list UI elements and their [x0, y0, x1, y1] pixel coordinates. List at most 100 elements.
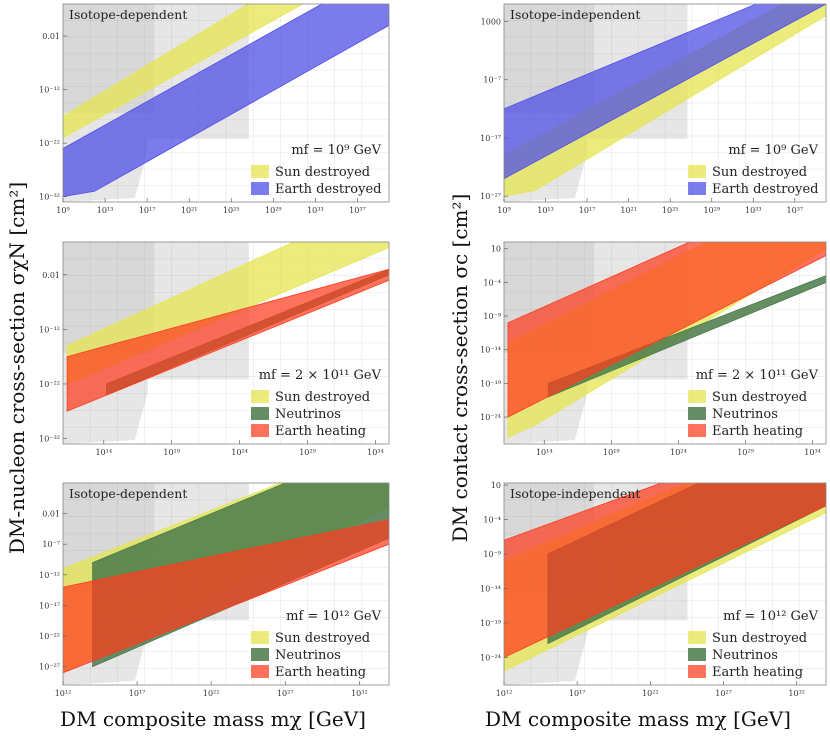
band-earth-destroyed	[63, 4, 389, 198]
x-axis-label-right: DM composite mass mχ [GeV]	[485, 707, 791, 731]
legend-swatch	[251, 165, 269, 178]
x-tick-label: 10²⁹	[265, 206, 282, 215]
legend-swatch	[688, 182, 706, 195]
y-tick-label: 10⁻²⁷	[480, 192, 501, 201]
plot-frame	[62, 3, 390, 203]
legend-entry: Sun destroyed	[712, 165, 807, 180]
legend-swatch	[251, 424, 269, 437]
legend-swatch	[688, 390, 706, 403]
x-tick-label: 10¹²	[55, 689, 72, 698]
x-tick-label: 10⁹	[497, 206, 511, 215]
y-axis-label-right: DM contact cross-section σc [cm²]	[448, 194, 472, 543]
x-tick-label: 10¹⁹	[603, 448, 620, 457]
y-tick-label: 10⁻¹⁷	[480, 134, 501, 143]
y-tick-label: 0.01	[42, 271, 60, 280]
x-tick-label: 10²²	[203, 689, 220, 698]
legend-swatch	[688, 648, 706, 661]
y-tick-label: 10⁻¹²	[39, 325, 60, 334]
x-tick-label: 10¹³	[97, 206, 114, 215]
x-tick-label: 10³²	[351, 689, 368, 698]
y-tick-label: 10⁻¹⁴	[480, 584, 501, 593]
band-sun-destroyed	[63, 4, 304, 139]
y-tick-label: 0.01	[42, 32, 60, 41]
y-tick-label: 10⁻²⁴	[480, 653, 501, 662]
x-tick-label: 10³³	[307, 206, 324, 215]
panel-title: Isotope-dependent	[69, 7, 187, 22]
legend-swatch	[251, 648, 269, 661]
legend-swatch	[688, 631, 706, 644]
plot-frame	[62, 482, 390, 686]
legend-entry: Neutrinos	[275, 407, 341, 422]
legend-entry: Sun destroyed	[712, 631, 807, 646]
x-tick-label: 10²⁴	[231, 448, 248, 457]
y-axis-label-left: DM-nucleon cross-section σχN [cm²]	[5, 182, 29, 554]
mf-label: mf = 10¹² GeV	[723, 609, 818, 624]
x-tick-label: 10¹⁷	[569, 689, 586, 698]
band-earth-heating	[504, 483, 826, 658]
y-tick-label: 10⁻⁴	[483, 516, 501, 525]
legend-entry: Earth heating	[712, 424, 803, 439]
x-tick-label: 10³³	[745, 206, 762, 215]
x-tick-label: 10¹⁴	[536, 448, 553, 457]
legend-swatch	[688, 407, 706, 420]
mf-label: mf = 2 × 10¹¹ GeV	[259, 368, 382, 383]
y-tick-label: 10⁻²⁷	[39, 663, 60, 672]
mf-label: mf = 10¹² GeV	[286, 609, 381, 624]
x-tick-label: 10²⁵	[223, 206, 240, 215]
legend-entry: Neutrinos	[275, 648, 341, 663]
x-tick-label: 10²⁵	[662, 206, 679, 215]
legend-entry: Neutrinos	[712, 407, 778, 422]
y-tick-label: 10⁻¹⁷	[39, 601, 60, 610]
legend-swatch	[251, 182, 269, 195]
x-tick-label: 10²⁹	[299, 448, 316, 457]
chart-panel-6: 10¹² 10¹⁷ 10²² 10²⁷ 10³² 10 10⁻⁴ 10⁻⁹ 10⁻¹⁴ 10⁻¹⁹…	[480, 481, 827, 698]
legend-swatch	[251, 631, 269, 644]
x-tick-label: 10²⁴	[670, 448, 687, 457]
y-tick-label: 10⁻²⁴	[480, 413, 501, 422]
x-tick-label: 10¹⁹	[163, 448, 180, 457]
band-earth-heating	[66, 268, 389, 412]
legend-entry: Earth heating	[275, 665, 366, 680]
y-tick-label: 10⁻⁷	[483, 76, 501, 85]
legend-entry: Sun destroyed	[275, 390, 370, 405]
x-tick-label: 10³⁴	[367, 448, 384, 457]
y-tick-label: 10⁻⁹	[483, 312, 501, 321]
x-tick-label: 10⁹	[56, 206, 70, 215]
x-tick-label: 10¹⁷	[129, 689, 146, 698]
x-tick-label: 10¹²	[496, 689, 513, 698]
legend-entry: Sun destroyed	[712, 390, 807, 405]
y-tick-label: 10	[491, 245, 501, 254]
x-tick-label: 10³⁷	[787, 206, 804, 215]
panel-title: Isotope-independent	[510, 486, 640, 501]
mf-label: mf = 10⁹ GeV	[728, 143, 818, 158]
chart-panel-4: 10¹⁴ 10¹⁹ 10²⁴ 10²⁹ 10³⁴ 10 10⁻⁴ 10⁻⁹ 10⁻¹⁴ 10⁻¹⁹…	[480, 241, 827, 457]
x-tick-label: 10²⁷	[277, 689, 294, 698]
y-tick-label: 10⁻¹⁴	[480, 346, 501, 355]
x-tick-label: 10¹³	[537, 206, 554, 215]
plot-frame	[503, 3, 827, 203]
x-tick-label: 10³²	[788, 689, 805, 698]
chart-panel-5: 10¹² 10¹⁷ 10²² 10²⁷ 10³² 0.01 10⁻⁷ 10⁻¹² 10⁻¹⁷ 10…	[39, 482, 390, 698]
x-tick-label: 10²⁷	[715, 689, 732, 698]
legend-swatch	[688, 665, 706, 678]
band-earth-heating	[507, 242, 826, 418]
y-tick-label: 10⁻¹⁹	[480, 379, 502, 388]
y-tick-label: 10⁻¹⁹	[480, 619, 502, 628]
y-tick-label: 0.01	[42, 510, 60, 519]
x-tick-label: 10²²	[642, 689, 659, 698]
x-tick-label: 10³⁷	[349, 206, 366, 215]
band-earth-destroyed	[504, 4, 826, 180]
legend-swatch	[688, 424, 706, 437]
y-tick-label: 10⁻¹²	[39, 571, 60, 580]
legend-entry: Earth destroyed	[275, 182, 382, 197]
panel-title: Isotope-dependent	[69, 486, 187, 501]
mf-label: mf = 2 × 10¹¹ GeV	[696, 368, 819, 383]
y-tick-label: 10⁻²²	[39, 632, 60, 641]
x-axis-label-left: DM composite mass mχ [GeV]	[60, 707, 366, 731]
y-tick-label: 10⁻⁹	[483, 550, 501, 559]
panels: 10⁹ 10¹³ 10¹⁷ 10²¹ 10²⁵ 10²⁹ 10³³ 10³⁷ 0.01 10⁻¹²…	[39, 3, 827, 698]
y-tick-label: 10⁻²²	[39, 139, 60, 148]
x-tick-label: 10¹⁷	[579, 206, 596, 215]
legend-entry: Earth heating	[712, 665, 803, 680]
x-tick-label: 10²¹	[181, 206, 198, 215]
